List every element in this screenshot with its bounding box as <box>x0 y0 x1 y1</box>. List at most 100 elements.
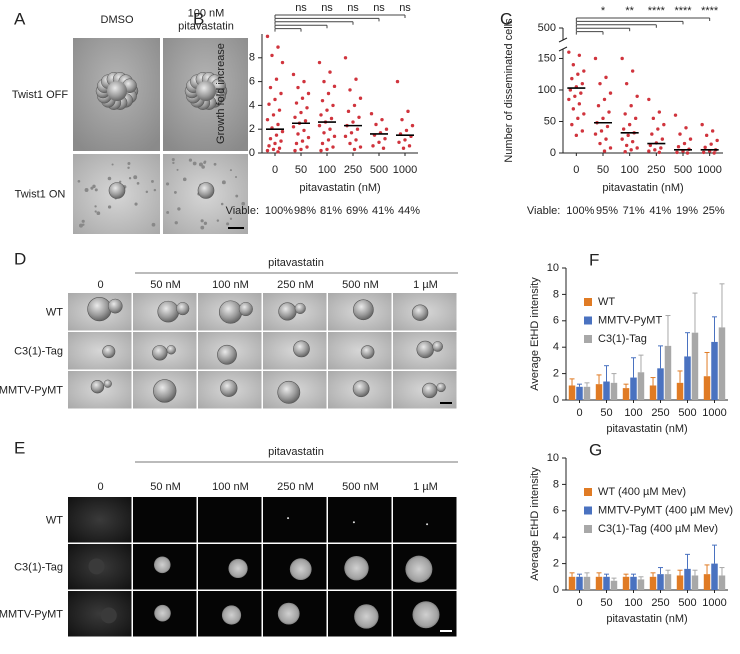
bar <box>684 356 691 400</box>
debris <box>203 221 208 225</box>
cell <box>422 382 438 399</box>
bar <box>610 382 618 400</box>
x-tick-label: 1000 <box>697 164 721 176</box>
data-point <box>635 94 639 98</box>
debris <box>111 163 114 166</box>
data-point <box>280 129 285 134</box>
panel-letter: F <box>589 250 599 269</box>
viable-value: 100% <box>566 205 594 217</box>
data-point <box>574 133 579 138</box>
bar <box>649 576 657 590</box>
x-tick-label: 1000 <box>702 407 726 419</box>
x-tick-label: 100 <box>620 164 638 176</box>
data-point <box>579 91 583 95</box>
cell <box>277 602 300 625</box>
x-tick-label: 500 <box>678 597 696 609</box>
data-point <box>276 45 280 49</box>
debris <box>213 162 217 166</box>
data-point <box>268 85 273 90</box>
data-point <box>326 91 331 96</box>
debris <box>78 223 83 228</box>
cell <box>289 558 312 581</box>
y-tick-label: 4 <box>553 531 559 543</box>
bar <box>630 576 637 590</box>
significance-label: ns <box>295 2 307 14</box>
speck <box>287 517 290 520</box>
data-point <box>267 144 271 148</box>
data-point <box>331 145 335 149</box>
x-tick-label: 500 <box>678 407 696 419</box>
x-tick-label: 0 <box>576 597 582 609</box>
data-point <box>369 112 374 116</box>
data-point <box>325 147 329 152</box>
column-label: DMSO <box>101 14 134 26</box>
y-tick-label: 6 <box>553 505 559 517</box>
cell <box>238 302 253 317</box>
debris <box>153 188 157 192</box>
bar <box>622 576 630 590</box>
debris <box>84 188 89 192</box>
column-label: pitavastatin <box>178 20 234 32</box>
column-label: 1 µM <box>413 481 438 493</box>
debris <box>221 180 226 185</box>
column-label: 100 nM <box>212 279 249 291</box>
header-label: pitavastatin <box>268 446 324 458</box>
debris <box>107 176 112 181</box>
data-point <box>571 63 576 67</box>
header-label: pitavastatin <box>268 257 324 269</box>
data-point <box>294 101 299 105</box>
cell <box>154 604 171 622</box>
data-point <box>648 143 653 148</box>
data-point <box>352 147 357 152</box>
micrograph <box>328 332 392 370</box>
cell <box>294 302 306 314</box>
debris <box>176 168 179 171</box>
viable-value: 81% <box>320 205 342 217</box>
data-point <box>568 88 573 92</box>
viable-label: Viable: <box>527 205 560 217</box>
debris <box>201 165 205 169</box>
column-label: 500 nM <box>342 481 379 493</box>
cell <box>196 81 216 101</box>
data-point <box>296 85 300 90</box>
x-tick-label: 250 <box>647 164 665 176</box>
data-point <box>647 97 651 102</box>
data-point <box>273 141 277 146</box>
debris <box>177 207 181 211</box>
x-tick-label: 250 <box>651 407 669 419</box>
y-tick-label: 0 <box>553 584 559 596</box>
x-tick-label: 250 <box>344 164 362 176</box>
cell <box>102 345 116 359</box>
data-point <box>580 129 585 133</box>
data-point <box>567 50 571 54</box>
y-tick-label: 2 <box>249 123 255 135</box>
micrograph <box>198 497 262 543</box>
y-tick-label: 6 <box>553 315 559 327</box>
y-tick-label: 10 <box>547 452 559 464</box>
bar <box>568 385 576 400</box>
cell <box>153 379 177 403</box>
data-point <box>715 138 719 143</box>
viable-value: 95% <box>596 205 618 217</box>
data-point <box>265 148 270 153</box>
cell <box>277 380 301 404</box>
data-point <box>582 112 586 116</box>
cell <box>416 340 434 359</box>
data-point <box>712 151 716 155</box>
debris <box>216 219 220 222</box>
micrograph <box>68 332 132 370</box>
cell <box>228 558 248 579</box>
data-point <box>629 104 633 108</box>
data-point <box>604 75 608 80</box>
significance-label: **** <box>701 5 719 17</box>
data-point <box>710 129 715 133</box>
y-tick-label: 4 <box>553 341 559 353</box>
data-point <box>410 123 415 128</box>
data-point <box>576 116 580 121</box>
data-point <box>407 144 412 148</box>
data-point <box>703 145 707 150</box>
data-point <box>629 148 633 152</box>
data-point <box>349 131 354 135</box>
y-axis-title: Number of disseminated cells <box>503 18 515 163</box>
data-point <box>299 110 303 115</box>
